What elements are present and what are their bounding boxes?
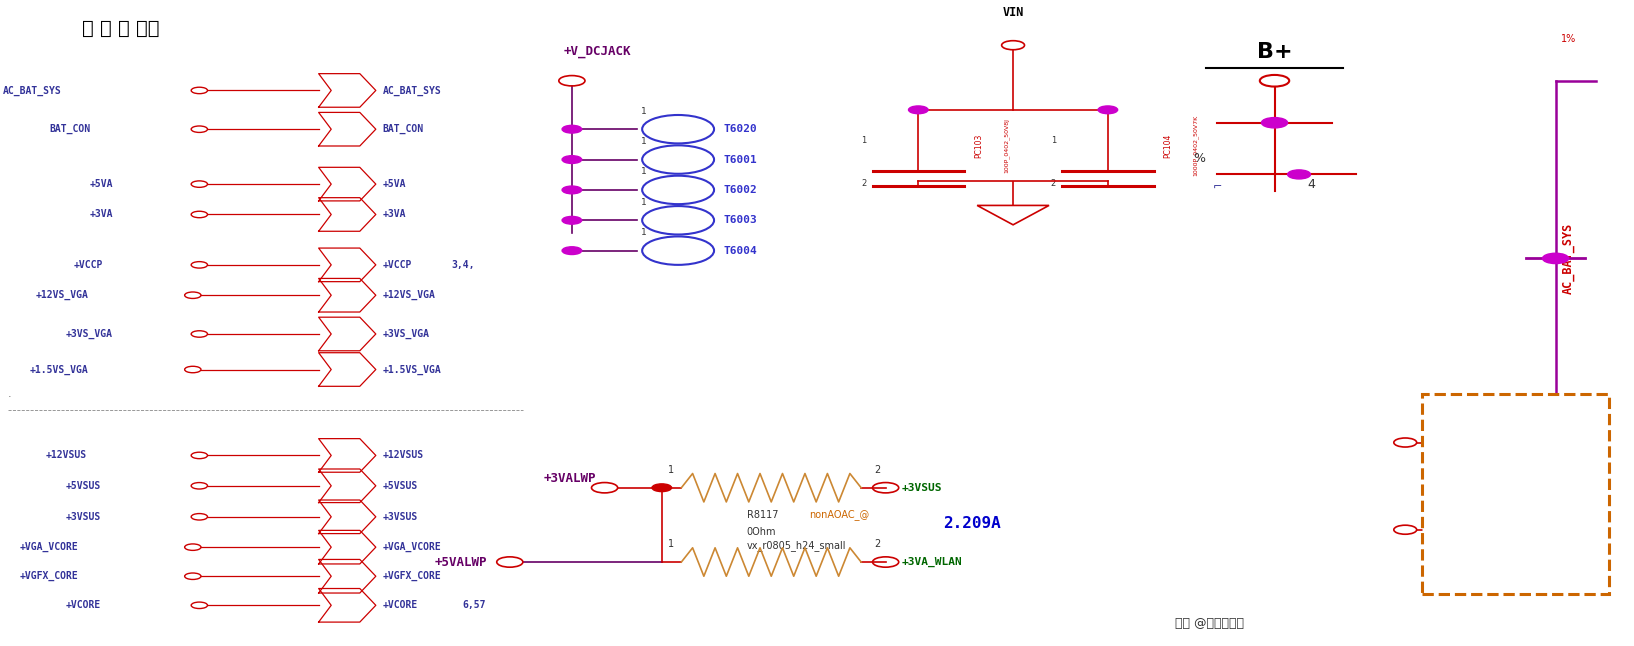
Circle shape bbox=[1261, 118, 1288, 128]
Text: 1: 1 bbox=[861, 136, 866, 145]
Text: 守 守 表 示，: 守 守 表 示， bbox=[82, 19, 158, 38]
Text: +3VA_WLAN: +3VA_WLAN bbox=[902, 557, 962, 567]
Circle shape bbox=[1098, 106, 1118, 114]
Text: 头条 @跟我学电脑: 头条 @跟我学电脑 bbox=[1175, 617, 1243, 630]
Text: +3VALWP: +3VALWP bbox=[544, 472, 596, 484]
Circle shape bbox=[562, 125, 582, 133]
Text: AC_BAT_SYS: AC_BAT_SYS bbox=[3, 85, 62, 96]
Text: T6020: T6020 bbox=[724, 124, 758, 134]
Text: 1: 1 bbox=[641, 107, 647, 116]
Text: T6004: T6004 bbox=[724, 245, 758, 256]
Text: 1: 1 bbox=[641, 198, 647, 207]
Text: (3.689A): (3.689A) bbox=[1438, 478, 1495, 491]
Text: +1.5VS_VGA: +1.5VS_VGA bbox=[382, 364, 441, 375]
Text: 1%: 1% bbox=[1560, 34, 1577, 44]
Text: 1: 1 bbox=[668, 539, 675, 549]
Text: 2: 2 bbox=[1051, 179, 1056, 188]
Text: +1.5VS_VGA: +1.5VS_VGA bbox=[29, 364, 88, 375]
Text: +VGFX_CORE: +VGFX_CORE bbox=[20, 571, 78, 581]
Circle shape bbox=[1288, 170, 1310, 179]
Text: 1000P_0402_50V7K: 1000P_0402_50V7K bbox=[1193, 115, 1198, 176]
Text: +5VSUS: +5VSUS bbox=[382, 481, 418, 491]
Text: 4: 4 bbox=[1307, 178, 1315, 191]
Text: 1: 1 bbox=[668, 464, 675, 475]
Text: +5VA: +5VA bbox=[382, 179, 405, 189]
Text: +VGA_VCORE: +VGA_VCORE bbox=[20, 542, 78, 552]
Text: +5VSUS: +5VSUS bbox=[1438, 523, 1485, 536]
Text: vx_r0805_h24_small: vx_r0805_h24_small bbox=[747, 541, 846, 551]
Text: +12VS_VGA: +12VS_VGA bbox=[36, 290, 88, 300]
Text: +12VS_VGA: +12VS_VGA bbox=[382, 290, 435, 300]
Text: 1: 1 bbox=[641, 228, 647, 237]
Text: 6,57: 6,57 bbox=[462, 600, 485, 610]
Text: PC104: PC104 bbox=[1163, 133, 1173, 158]
Text: 1: 1 bbox=[1051, 136, 1056, 145]
Text: nonAOAC_@: nonAOAC_@ bbox=[809, 510, 869, 520]
Text: +3VA: +3VA bbox=[382, 209, 405, 220]
Text: AC_BAT_SYS: AC_BAT_SYS bbox=[1562, 223, 1575, 294]
Text: +VCCP: +VCCP bbox=[382, 260, 412, 270]
Text: T6002: T6002 bbox=[724, 185, 758, 195]
Text: 1: 1 bbox=[641, 137, 647, 146]
Text: B+: B+ bbox=[1257, 42, 1292, 61]
Text: 1: 1 bbox=[641, 167, 647, 176]
Text: BAT_CON: BAT_CON bbox=[382, 124, 423, 134]
Text: +VCCP: +VCCP bbox=[74, 260, 103, 270]
Text: +3VS_VGA: +3VS_VGA bbox=[65, 329, 113, 339]
Text: +VGA_VCORE: +VGA_VCORE bbox=[382, 542, 441, 552]
Text: +12VSUS: +12VSUS bbox=[382, 450, 423, 461]
Circle shape bbox=[1542, 253, 1569, 264]
Text: (0.021A): (0.021A) bbox=[1438, 565, 1495, 578]
Text: PC103: PC103 bbox=[974, 133, 984, 158]
Text: VIN: VIN bbox=[1002, 6, 1025, 19]
Text: +5VSUS: +5VSUS bbox=[65, 481, 101, 491]
Text: +5VALWP: +5VALWP bbox=[435, 556, 487, 568]
Text: %: % bbox=[1193, 152, 1204, 165]
Text: +3VSUS: +3VSUS bbox=[65, 512, 101, 522]
Circle shape bbox=[562, 216, 582, 224]
Text: BAT_CON: BAT_CON bbox=[49, 124, 90, 134]
Bar bbox=[1422, 394, 1609, 594]
Text: 2.209A: 2.209A bbox=[943, 516, 1000, 531]
Text: R8117: R8117 bbox=[747, 510, 781, 520]
Text: +VGFX_CORE: +VGFX_CORE bbox=[382, 571, 441, 581]
Text: +5VA: +5VA bbox=[90, 179, 113, 189]
Circle shape bbox=[652, 484, 672, 492]
Text: .: . bbox=[8, 390, 11, 399]
Text: +5VO: +5VO bbox=[1438, 436, 1471, 449]
Text: 2: 2 bbox=[861, 179, 866, 188]
Text: 0Ohm: 0Ohm bbox=[747, 526, 776, 537]
Text: 2: 2 bbox=[874, 464, 881, 475]
Circle shape bbox=[562, 186, 582, 194]
Text: 100P_0402_50V8J: 100P_0402_50V8J bbox=[1003, 118, 1008, 173]
Text: +12VSUS: +12VSUS bbox=[46, 450, 87, 461]
Text: +3VA: +3VA bbox=[90, 209, 113, 220]
Circle shape bbox=[909, 106, 928, 114]
Text: T6003: T6003 bbox=[724, 215, 758, 225]
Circle shape bbox=[562, 156, 582, 163]
Text: 2: 2 bbox=[874, 539, 881, 549]
Text: 3,4,: 3,4, bbox=[451, 260, 475, 270]
Circle shape bbox=[562, 247, 582, 255]
Text: +V_DCJACK: +V_DCJACK bbox=[564, 45, 631, 58]
Text: AC_BAT_SYS: AC_BAT_SYS bbox=[382, 85, 441, 96]
Text: +3VSUS: +3VSUS bbox=[902, 483, 943, 493]
Text: +VCORE: +VCORE bbox=[382, 600, 418, 610]
Text: ⌐: ⌐ bbox=[1212, 182, 1222, 193]
Text: +3VS_VGA: +3VS_VGA bbox=[382, 329, 430, 339]
Text: T6001: T6001 bbox=[724, 154, 758, 165]
Text: +VCORE: +VCORE bbox=[65, 600, 101, 610]
Text: +3VSUS: +3VSUS bbox=[382, 512, 418, 522]
